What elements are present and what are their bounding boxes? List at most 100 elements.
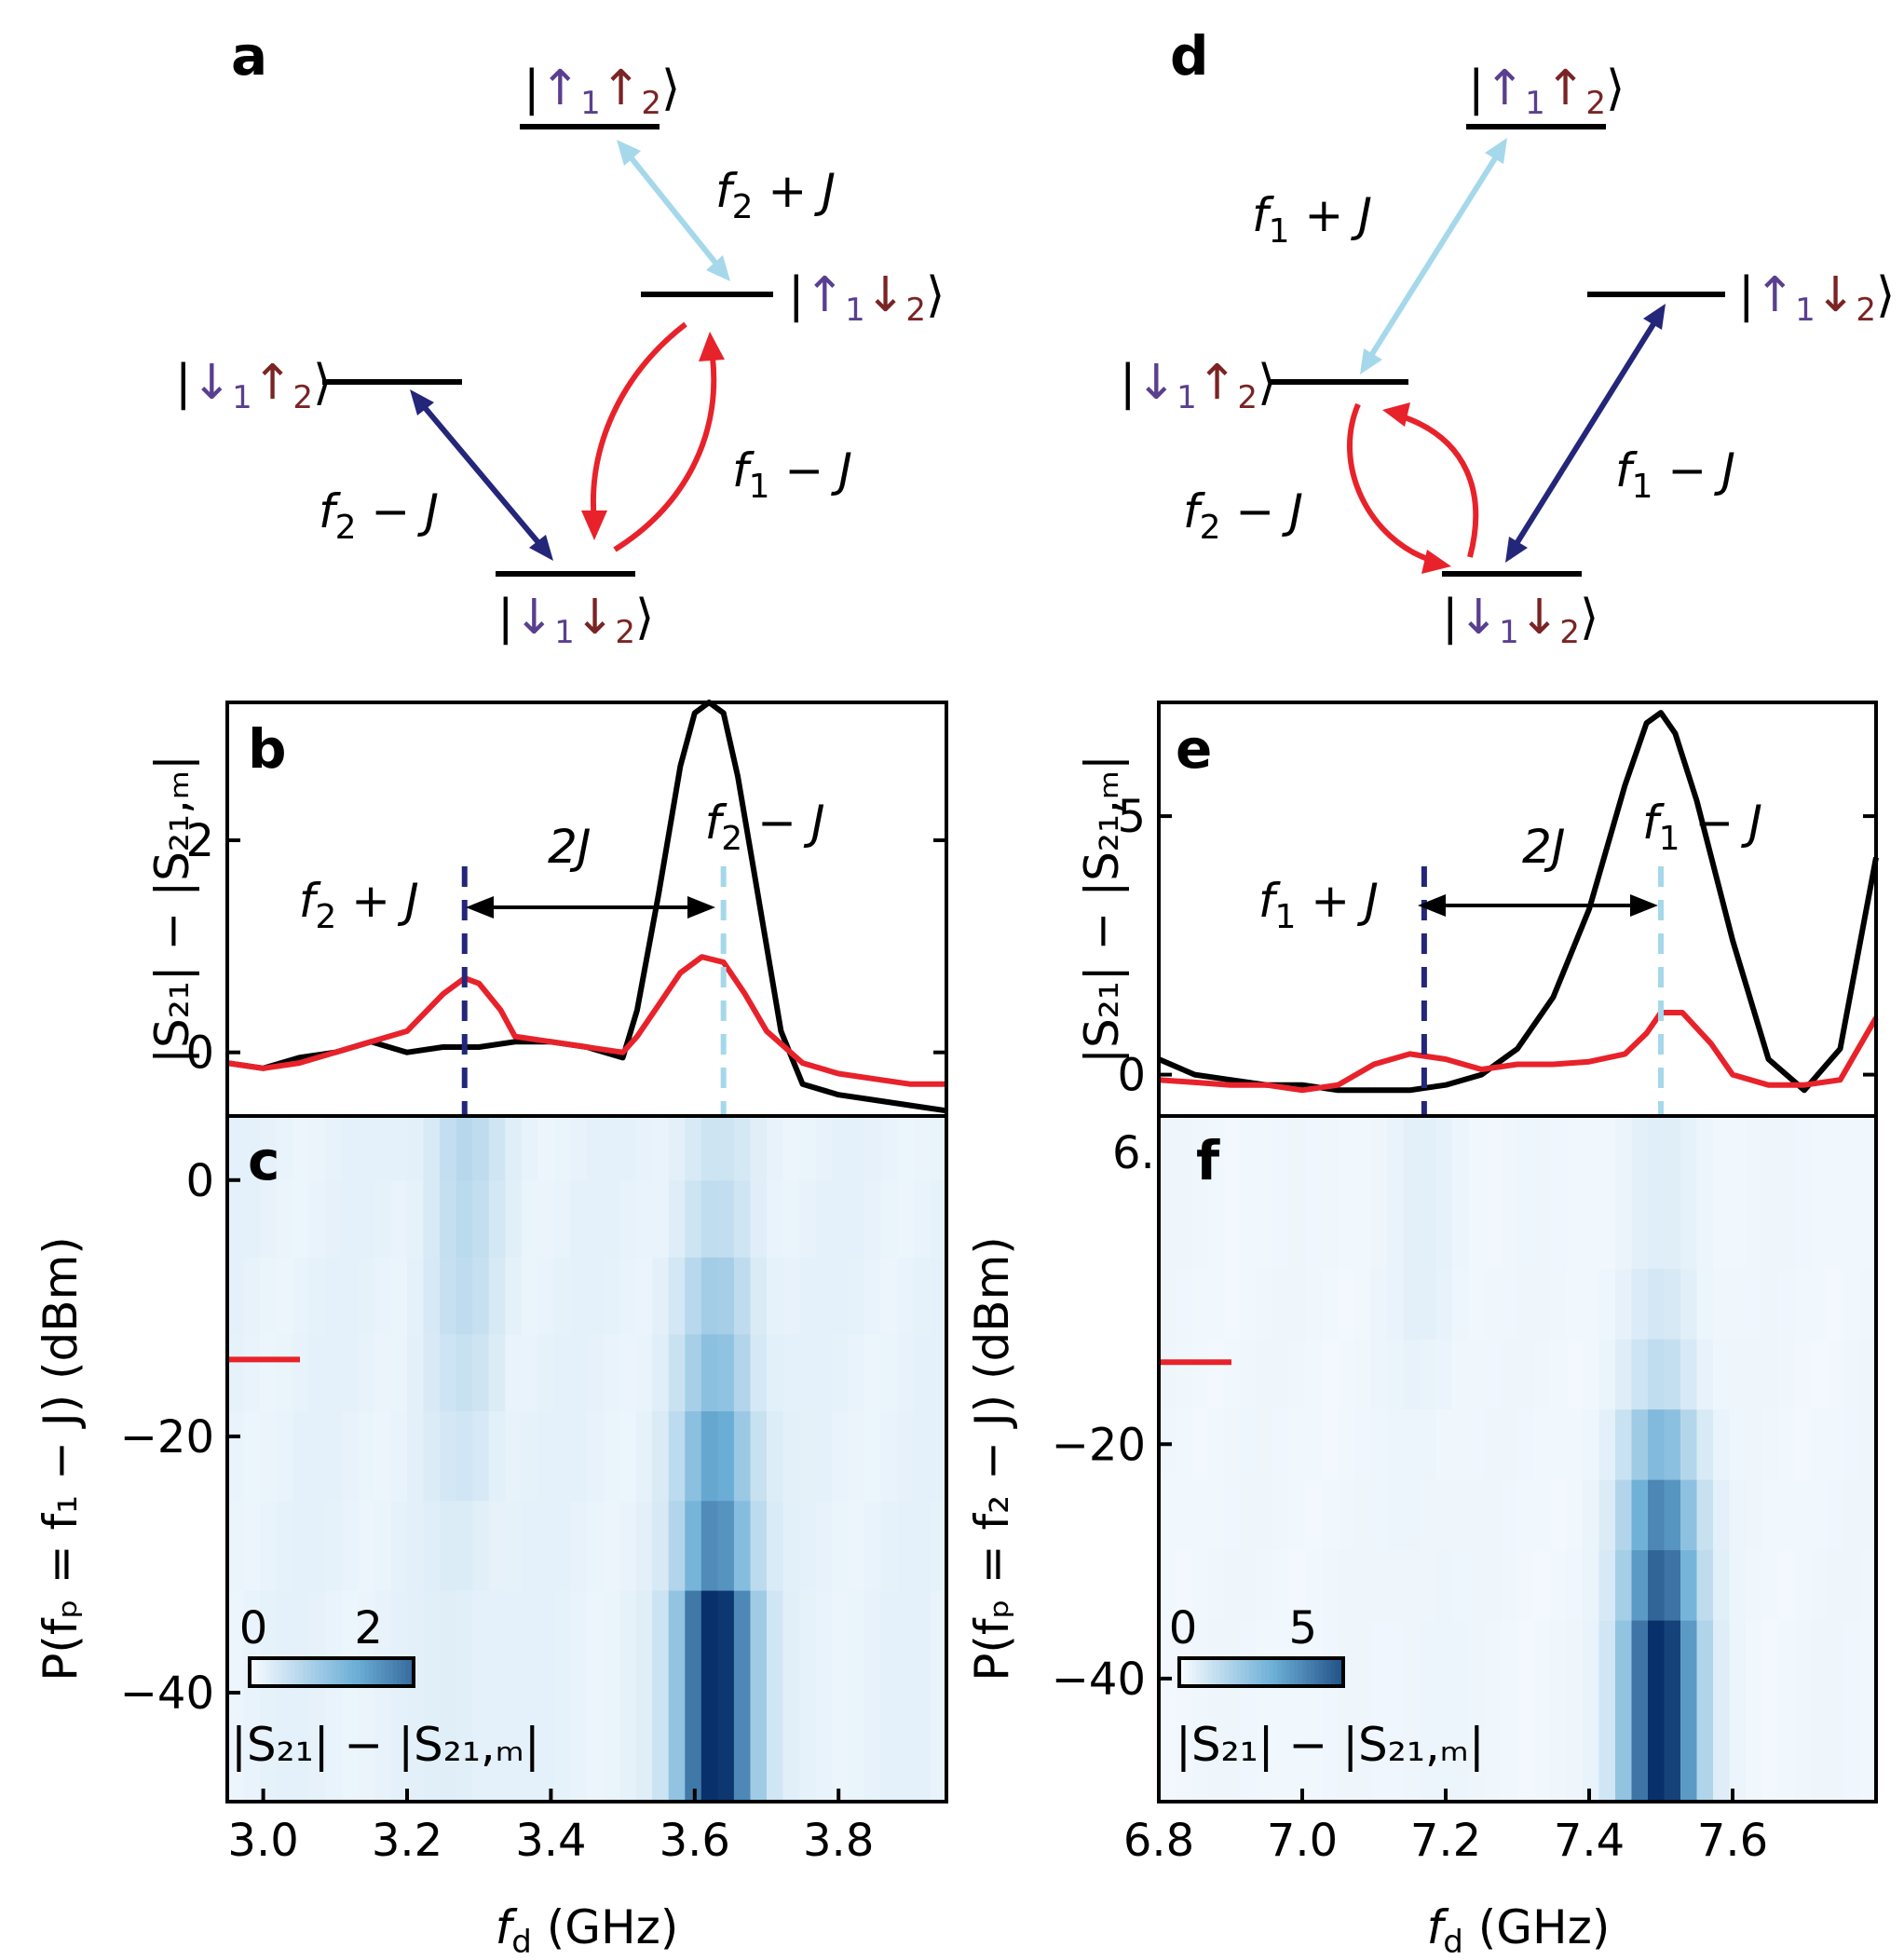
heat-cell-c — [472, 1257, 490, 1335]
heat-cell-c — [897, 1500, 915, 1591]
heat-cell-f — [1859, 1116, 1877, 1270]
heat-cell-f — [1435, 1339, 1453, 1410]
arrowhead-red-left-d — [1421, 550, 1451, 574]
label-left-d: f2 − J — [1183, 484, 1303, 547]
heat-cell-f — [1387, 1479, 1405, 1551]
heat-cell-f — [1746, 1479, 1763, 1551]
heat-cell-c — [227, 1116, 245, 1181]
heat-cell-c — [227, 1333, 245, 1411]
heat-cell-c — [472, 1590, 490, 1803]
heat-cell-c — [913, 1590, 931, 1803]
colorbar-frame-c — [248, 1656, 415, 1688]
colorbar-cell-f — [1200, 1658, 1204, 1686]
colorbar-cell-f — [1273, 1658, 1279, 1686]
heat-cell-c — [782, 1590, 800, 1803]
ytick-label-c-1: −20 — [120, 1411, 214, 1463]
heat-cell-f — [1533, 1479, 1551, 1551]
heat-cell-f — [1224, 1409, 1242, 1480]
colorbar-tick-label-c-1: 2 — [354, 1602, 383, 1654]
xlabel-c: fd (GHz) — [496, 1900, 679, 1960]
heat-cell-f — [1550, 1116, 1568, 1270]
heat-cell-c — [390, 1590, 408, 1803]
heat-cell-f — [1207, 1409, 1225, 1480]
heat-cell-c — [733, 1590, 751, 1803]
heat-cell-f — [1305, 1479, 1323, 1551]
heat-cell-f — [1550, 1479, 1568, 1551]
heat-cell-c — [341, 1410, 359, 1502]
heat-cell-c — [570, 1116, 588, 1181]
heat-cell-f — [1224, 1549, 1242, 1621]
heat-cell-f — [1289, 1339, 1307, 1410]
heat-cell-f — [1566, 1268, 1584, 1340]
panel-label-a: a — [231, 24, 267, 88]
heat-cell-f — [1761, 1268, 1779, 1340]
colorbar-cell-c — [364, 1658, 370, 1686]
heat-cell-f — [1338, 1116, 1355, 1270]
heat-cell-f — [1272, 1409, 1290, 1480]
colorbar-cell-c — [282, 1658, 288, 1686]
heat-cell-f — [1533, 1116, 1551, 1270]
heat-cell-f — [1517, 1479, 1535, 1551]
heat-cell-f — [1615, 1268, 1633, 1340]
colorbar-cell-f — [1204, 1658, 1209, 1686]
heat-cell-c — [848, 1410, 865, 1502]
heat-cell-f — [1648, 1479, 1666, 1551]
heat-cell-f — [1664, 1409, 1681, 1480]
ytick-label-c-2: −40 — [120, 1667, 214, 1720]
xtick-label-f-0: 6.8 — [1123, 1815, 1194, 1867]
heat-cell-c — [685, 1257, 702, 1335]
heat-cell-c — [700, 1333, 718, 1411]
heat-cell-c — [423, 1500, 441, 1591]
heat-cell-c — [227, 1257, 245, 1335]
heat-cell-f — [1533, 1409, 1551, 1480]
heat-cell-f — [1257, 1268, 1274, 1340]
heat-cell-c — [832, 1257, 850, 1335]
heat-cell-f — [1207, 1339, 1225, 1410]
chart-b: f2 + Jf2 − J 02 3.0 3.2 3.4 3.6 3.80−20−40 b… — [34, 700, 948, 1960]
heat-cell-f — [1533, 1268, 1551, 1340]
heat-cell-c — [799, 1179, 817, 1258]
arrowhead-navy-top-a — [410, 389, 434, 415]
heat-cell-c — [537, 1410, 555, 1502]
heat-cell-f — [1566, 1620, 1584, 1803]
colorbar-cell-c — [360, 1658, 365, 1686]
heat-cell-f — [1566, 1339, 1584, 1410]
heat-cell-f — [1827, 1409, 1844, 1480]
colorbar-cell-f — [1220, 1658, 1225, 1686]
heat-cell-c — [456, 1410, 473, 1502]
heat-cell-c — [832, 1590, 850, 1803]
heat-cell-c — [848, 1116, 865, 1181]
colorbar-cell-f — [1302, 1658, 1307, 1686]
axes-frame-f — [1157, 1114, 1878, 1803]
heat-cell-c — [456, 1333, 473, 1411]
heat-cell-f — [1485, 1116, 1503, 1270]
heat-cell-f — [1761, 1479, 1779, 1551]
heat-cell-c — [243, 1257, 261, 1335]
arrowhead-lightblue-top-d — [1485, 138, 1507, 164]
heat-cell-c — [440, 1500, 457, 1591]
heat-cell-f — [1746, 1339, 1763, 1410]
heat-cell-c — [864, 1257, 882, 1335]
heat-cell-c — [325, 1257, 343, 1335]
heat-cell-f — [1680, 1549, 1698, 1621]
heat-cell-c — [553, 1333, 571, 1411]
heat-cell-f — [1207, 1549, 1225, 1621]
heat-cell-c — [635, 1116, 653, 1181]
heat-cell-c — [930, 1257, 947, 1335]
heat-cell-f — [1680, 1620, 1698, 1803]
ket-dd: |↓1↓2⟩ — [497, 590, 654, 651]
heat-cell-c — [767, 1257, 784, 1335]
heat-cell-f — [1452, 1620, 1470, 1803]
heat-cell-f — [1322, 1409, 1340, 1480]
heat-cell-f — [1746, 1549, 1763, 1621]
heat-cell-c — [570, 1333, 588, 1411]
heat-cell-f — [1175, 1479, 1192, 1551]
heat-cell-f — [1485, 1409, 1503, 1480]
xtick-label-f-4: 7.6 — [1697, 1815, 1768, 1867]
heat-cell-c — [700, 1257, 718, 1335]
heat-cell-f — [1420, 1116, 1437, 1270]
heat-cell-f — [1305, 1549, 1323, 1621]
heat-cell-f — [1159, 1339, 1176, 1410]
ticks-b: 02 — [185, 815, 946, 1080]
panel-label-d: d — [1170, 24, 1209, 88]
